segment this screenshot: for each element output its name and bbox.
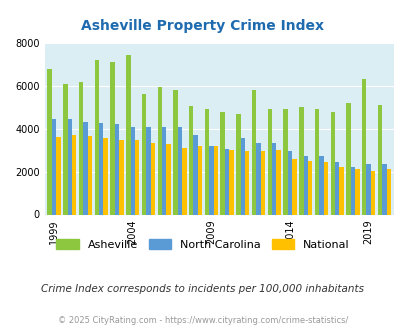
Bar xyxy=(350,167,354,214)
Bar xyxy=(79,82,83,214)
Bar xyxy=(377,105,381,214)
Bar xyxy=(103,138,108,214)
Bar xyxy=(56,137,61,214)
Bar xyxy=(314,109,318,214)
Bar xyxy=(166,144,171,214)
Bar xyxy=(366,164,370,214)
Bar xyxy=(68,119,72,214)
Bar xyxy=(130,127,134,214)
Bar xyxy=(63,83,68,214)
Bar xyxy=(298,107,303,214)
Bar xyxy=(134,141,139,214)
Bar xyxy=(146,127,150,214)
Bar xyxy=(193,135,197,214)
Bar xyxy=(271,143,276,214)
Bar xyxy=(252,90,256,214)
Bar xyxy=(245,151,249,214)
Bar xyxy=(209,146,213,214)
Bar xyxy=(47,69,52,214)
Bar xyxy=(229,150,233,214)
Bar xyxy=(173,90,177,214)
Bar xyxy=(204,109,209,214)
Bar xyxy=(99,123,103,214)
Text: © 2025 CityRating.com - https://www.cityrating.com/crime-statistics/: © 2025 CityRating.com - https://www.city… xyxy=(58,315,347,325)
Bar xyxy=(87,136,92,214)
Bar xyxy=(267,109,271,214)
Bar xyxy=(283,109,287,214)
Bar xyxy=(370,171,374,214)
Bar xyxy=(330,112,334,214)
Text: Crime Index corresponds to incidents per 100,000 inhabitants: Crime Index corresponds to incidents per… xyxy=(41,284,364,294)
Bar xyxy=(303,155,307,214)
Bar xyxy=(213,146,217,214)
Bar xyxy=(287,151,292,214)
Bar xyxy=(177,127,182,214)
Text: Asheville Property Crime Index: Asheville Property Crime Index xyxy=(81,19,324,33)
Bar xyxy=(162,127,166,214)
Bar xyxy=(240,138,245,214)
Bar xyxy=(115,124,119,214)
Bar xyxy=(318,155,323,214)
Bar xyxy=(354,170,359,214)
Bar xyxy=(94,60,99,214)
Bar xyxy=(292,159,296,214)
Bar xyxy=(119,141,123,214)
Legend: Asheville, North Carolina, National: Asheville, North Carolina, National xyxy=(56,240,349,250)
Bar xyxy=(83,122,87,214)
Bar xyxy=(345,103,350,214)
Bar xyxy=(72,135,76,214)
Bar xyxy=(323,162,327,214)
Bar xyxy=(52,119,56,214)
Bar xyxy=(110,62,115,214)
Bar xyxy=(276,150,280,214)
Bar xyxy=(189,106,193,214)
Bar xyxy=(220,112,224,214)
Bar xyxy=(260,151,264,214)
Bar xyxy=(126,55,130,214)
Bar xyxy=(381,164,386,214)
Bar xyxy=(150,143,155,214)
Bar xyxy=(307,161,311,214)
Bar xyxy=(334,162,339,214)
Bar xyxy=(141,94,146,214)
Bar xyxy=(224,149,229,214)
Bar xyxy=(386,170,390,214)
Bar xyxy=(182,148,186,214)
Bar xyxy=(256,143,260,214)
Bar xyxy=(157,87,162,214)
Bar xyxy=(236,114,240,214)
Bar xyxy=(197,146,202,214)
Bar xyxy=(361,80,366,214)
Bar xyxy=(339,167,343,214)
